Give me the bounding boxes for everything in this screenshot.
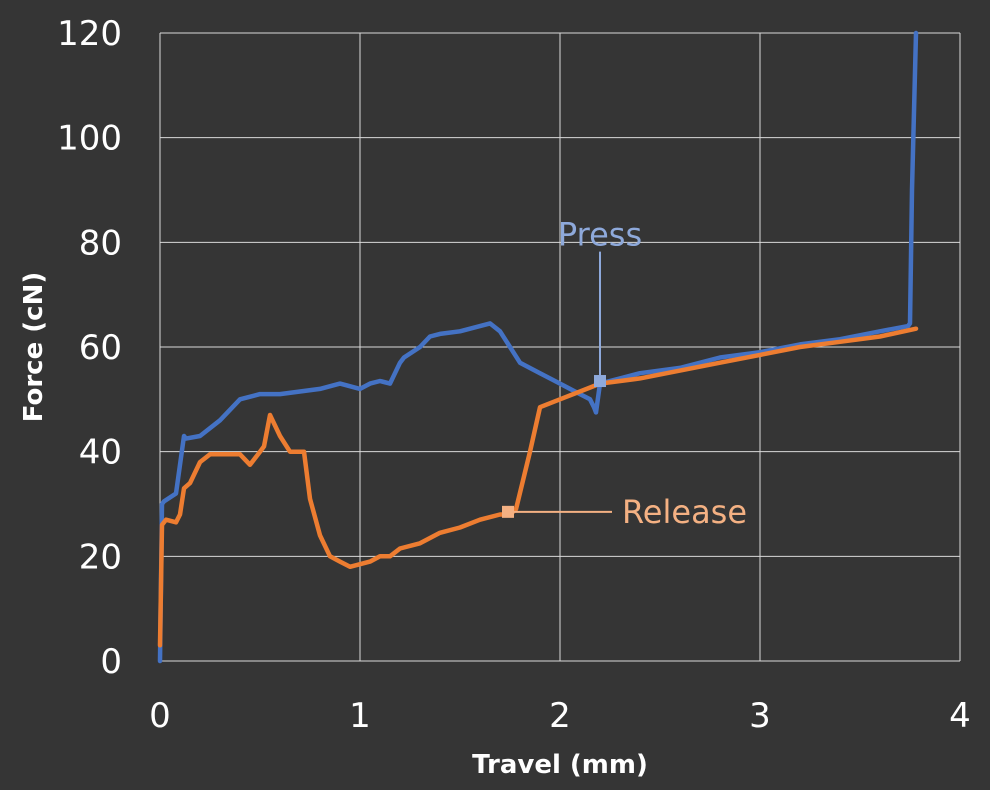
- x-tick-label: 1: [349, 696, 371, 736]
- y-tick-labels: 0 20 40 60 80 100 120: [57, 14, 122, 682]
- y-tick-label: 100: [57, 119, 122, 159]
- release-label: Release: [622, 493, 747, 531]
- y-axis-title: Force (cN): [19, 272, 49, 422]
- x-tick-labels: 0 1 2 3 4: [149, 696, 971, 736]
- y-tick-label: 120: [57, 14, 122, 54]
- press-marker: [594, 375, 606, 388]
- x-tick-label: 0: [149, 696, 171, 736]
- y-tick-label: 20: [79, 537, 122, 577]
- y-tick-label: 60: [79, 328, 122, 368]
- x-tick-label: 3: [749, 696, 771, 736]
- annotations: Press Release: [502, 216, 747, 531]
- y-tick-label: 40: [79, 433, 122, 473]
- x-tick-label: 2: [549, 696, 571, 736]
- x-tick-label: 4: [949, 696, 971, 736]
- x-axis-title: Travel (mm): [472, 750, 648, 780]
- y-tick-label: 80: [79, 223, 122, 263]
- y-tick-label: 0: [100, 642, 122, 682]
- press-label: Press: [558, 216, 642, 254]
- release-marker: [502, 505, 514, 518]
- press-series-line: [157, 30, 919, 664]
